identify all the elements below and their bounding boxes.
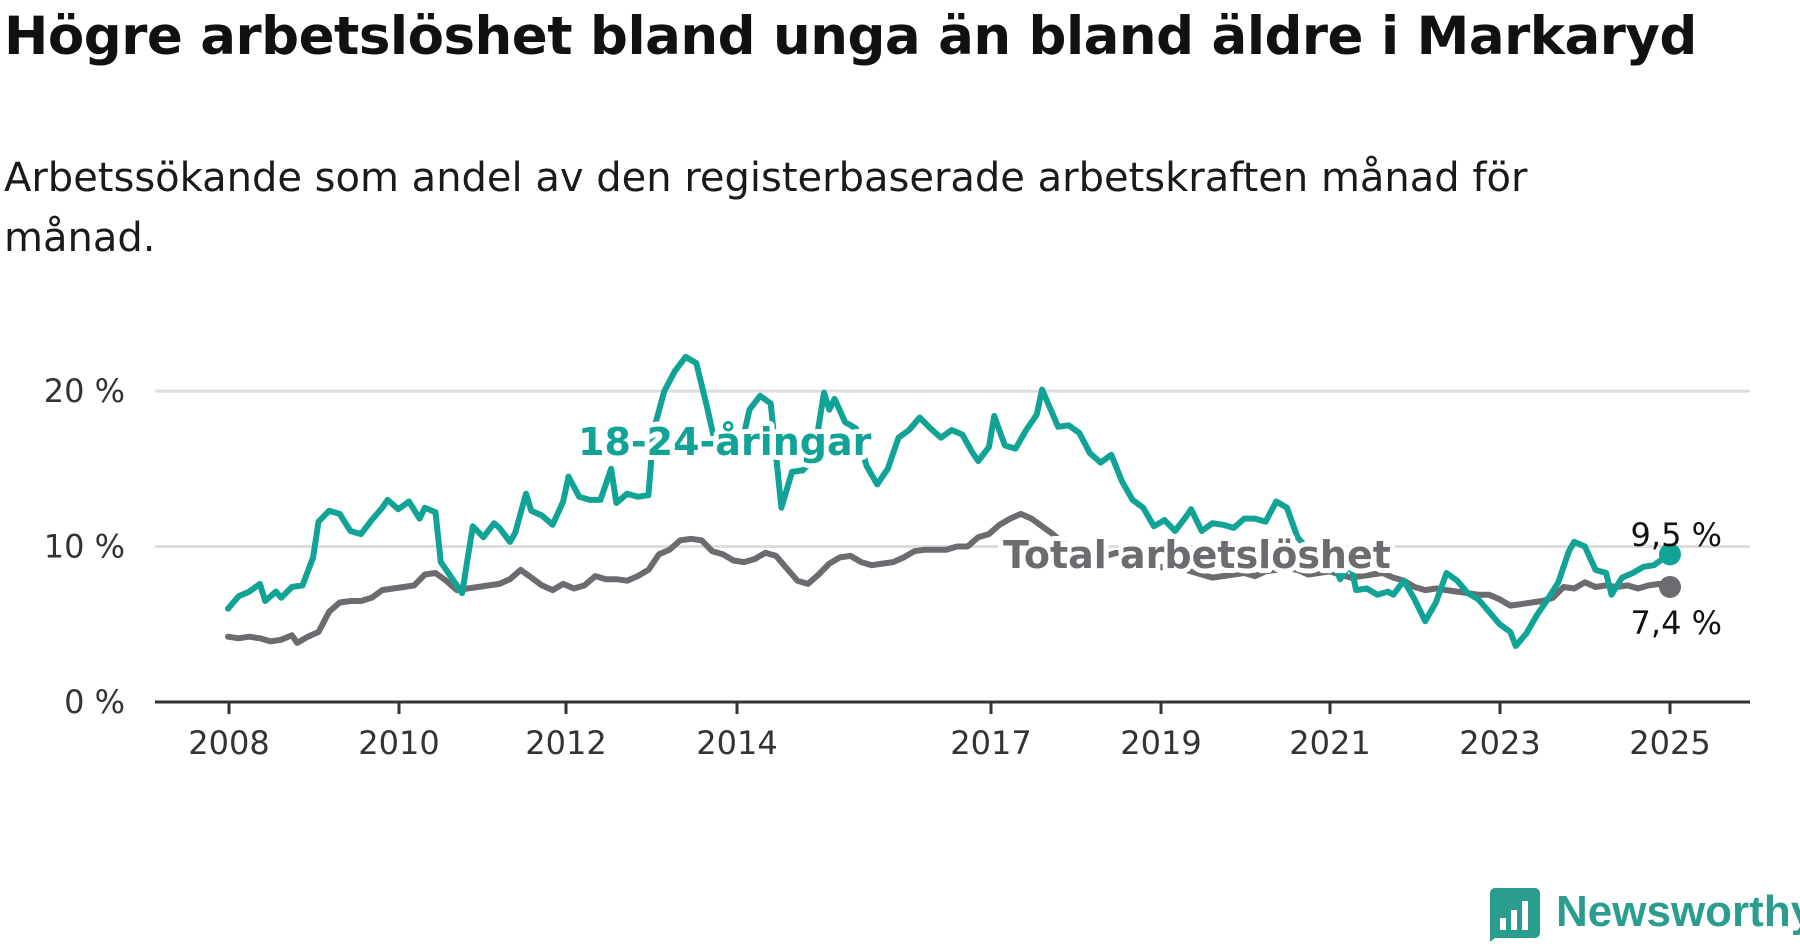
brand-name: Newsworthy xyxy=(1556,887,1800,936)
x-tick-label: 2008 xyxy=(188,724,269,762)
end-dot-total xyxy=(1659,575,1681,598)
end-dot-youth xyxy=(1659,543,1681,566)
newsworthy-brand[interactable]: Newsworthy xyxy=(1488,882,1800,942)
x-tick-label: 2010 xyxy=(358,724,439,762)
y-tick-label: 20 % xyxy=(44,372,125,410)
x-tick-label: 2012 xyxy=(525,724,606,762)
series-line-youth xyxy=(225,353,1673,649)
y-tick-label: 10 % xyxy=(44,528,125,566)
x-tick-label: 2014 xyxy=(696,724,777,762)
series-label-total: Total arbetslöshet xyxy=(1003,533,1391,577)
x-tick-label: 2025 xyxy=(1629,724,1710,762)
chart-bars-icon xyxy=(1490,888,1540,942)
line-chart: 0 % 10 % 20 % 2008 2010 2012 2014 2017 2019 2021 2… xyxy=(44,353,1750,762)
x-tick-label: 2019 xyxy=(1120,724,1201,762)
chart-title: Högre arbetslöshet bland unga än bland ä… xyxy=(4,6,1697,67)
chart-subtitle: Arbetssökande som andel av den registerb… xyxy=(4,155,1528,261)
x-tick-label: 2017 xyxy=(950,724,1031,762)
x-tick-label: 2023 xyxy=(1459,724,1540,762)
end-label-total: 7,4 % xyxy=(1631,604,1722,642)
end-label-youth: 9,5 % xyxy=(1631,516,1722,554)
x-tick-label: 2021 xyxy=(1289,724,1370,762)
y-tick-label: 0 % xyxy=(64,683,125,721)
series-label-youth: 18-24-åringar xyxy=(578,420,872,464)
